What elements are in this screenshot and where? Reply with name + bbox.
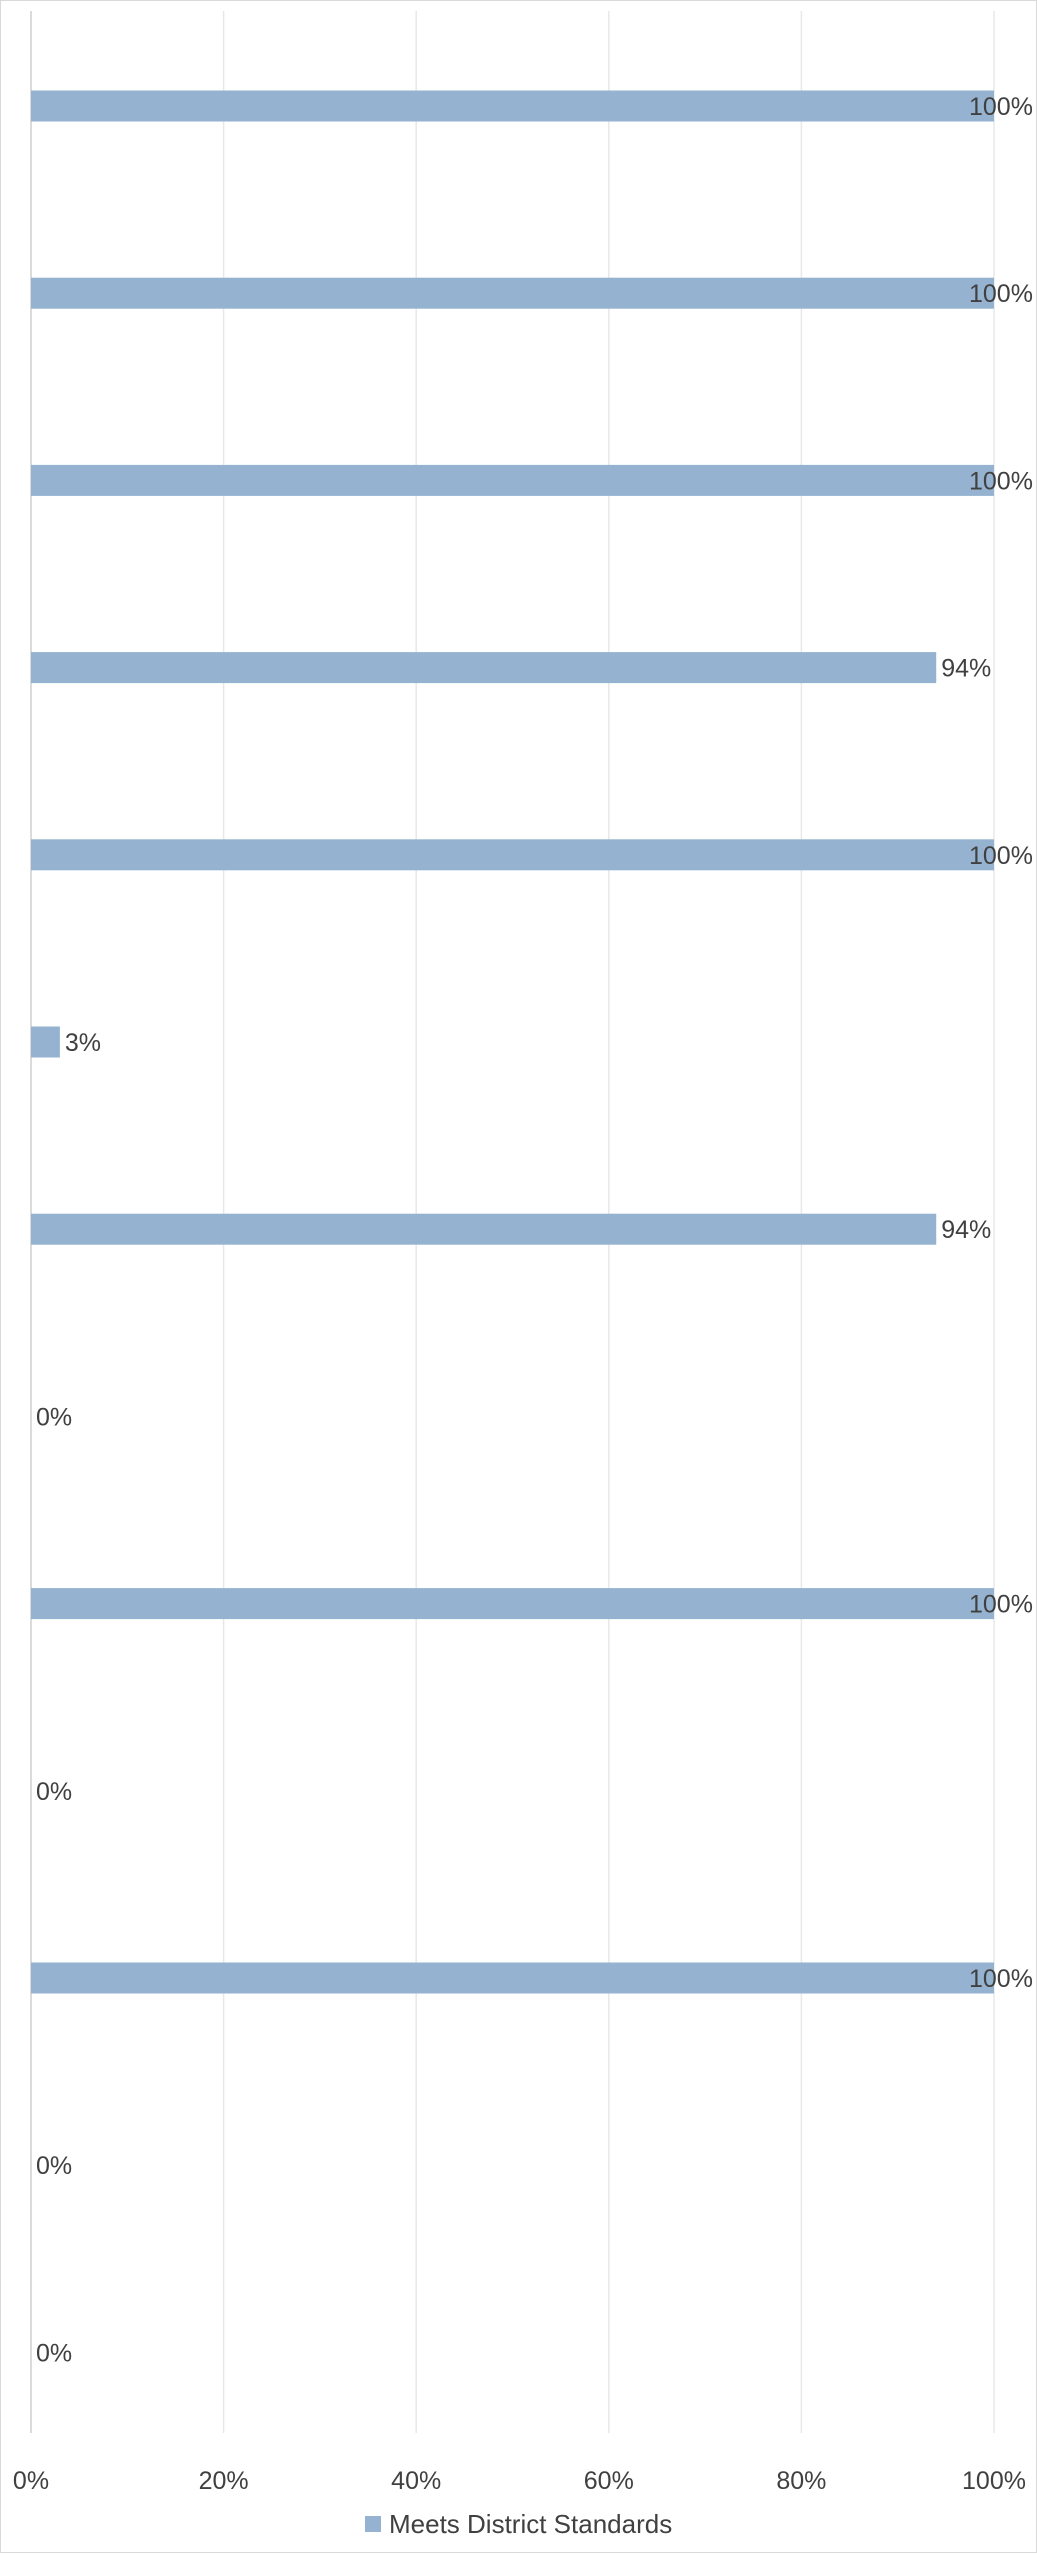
legend-swatch: [365, 2516, 381, 2532]
bar-value-label: 100%: [969, 1591, 1033, 1619]
bar-value-label: 0%: [36, 1403, 72, 1431]
bar-value-label: 0%: [36, 1778, 72, 1806]
x-tick-label: 80%: [776, 2467, 826, 2495]
bar: [31, 1213, 937, 1245]
bar-value-label: 100%: [969, 280, 1033, 308]
x-tick-label: 20%: [199, 2467, 249, 2495]
bar-value-label: 100%: [969, 1965, 1033, 1993]
x-tick-label: 100%: [962, 2467, 1026, 2495]
x-tick-label: 40%: [391, 2467, 441, 2495]
bar-value-label: 0%: [36, 2339, 72, 2367]
bar-value-label: 100%: [969, 467, 1033, 495]
bar: [31, 1588, 994, 1620]
x-tick-label: 60%: [584, 2467, 634, 2495]
bar-value-label: 94%: [941, 1216, 991, 1244]
bar: [31, 839, 994, 871]
bar: [31, 90, 994, 122]
x-tick-label: 0%: [13, 2467, 49, 2495]
bar: [31, 464, 994, 496]
bar: [31, 652, 937, 684]
bar-value-label: 100%: [969, 842, 1033, 870]
bar: [31, 1962, 994, 1994]
bar: [31, 1026, 60, 1058]
bar: [31, 277, 994, 309]
bar-value-label: 100%: [969, 93, 1033, 121]
legend-label: Meets District Standards: [389, 2509, 672, 2539]
bar-value-label: 0%: [36, 2152, 72, 2180]
bar-value-label: 3%: [65, 1029, 101, 1057]
bar-value-label: 94%: [941, 655, 991, 683]
